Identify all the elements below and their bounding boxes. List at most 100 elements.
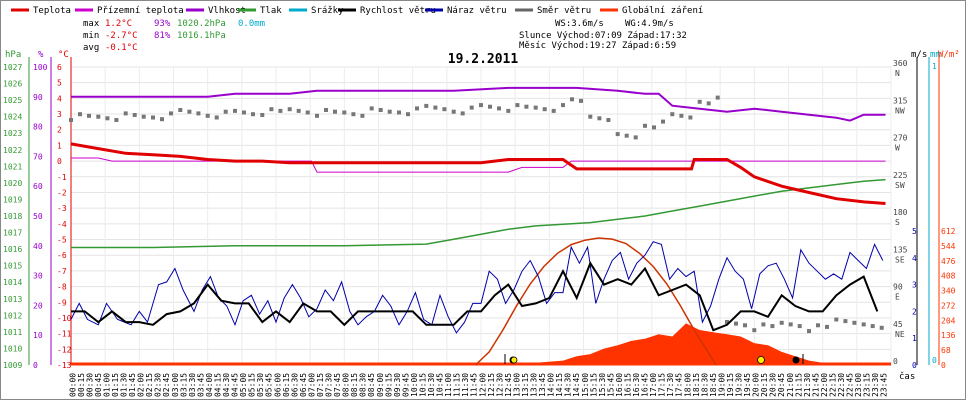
axis-time-tick: 13:30 [530, 373, 539, 397]
series-wind-dir-point [242, 110, 246, 115]
axis-pct-tick: 0 [33, 361, 38, 370]
axis-time-tick: 15:45 [606, 373, 615, 397]
series-wind-dir-point [342, 110, 347, 115]
axis-dir-label: S [895, 218, 900, 227]
axis-dir-label: W [895, 144, 900, 153]
axis-mm-bottom: 0 [932, 356, 937, 365]
axis-time-tick: 21:15 [794, 373, 803, 397]
axis-time-tick: 10:45 [436, 373, 445, 397]
axis-pct-tick: 80 [33, 123, 43, 132]
axis-ms-tick: 5 [912, 227, 917, 236]
axis-time-tick: 17:00 [649, 373, 658, 397]
legend: Teplota Přízemní teplota Vlhkost Tlak Srážky… [11, 6, 703, 16]
series-temperature [70, 142, 886, 205]
axis-ms-tick: 4 [912, 254, 917, 263]
axis-time-tick: 22:00 [820, 373, 829, 397]
series-wind-dir-point [151, 115, 155, 120]
axis-c-tick: -12 [57, 345, 72, 354]
series-wind-dir-point [515, 103, 520, 108]
stat-min-hum: 81% [154, 31, 171, 41]
axis-time-tick: 18:15 [692, 373, 701, 397]
axis-c-tick: 4 [57, 94, 62, 103]
series-wind-dir-point [196, 111, 201, 116]
series-wind-dir-point [315, 113, 319, 118]
axis-time-tick: 02:45 [162, 373, 171, 397]
axis-time-tick: 01:15 [111, 373, 120, 397]
series-wind-dir-point [387, 109, 392, 114]
axis-time-tick: 11:45 [470, 373, 479, 397]
axis-hpa-tick: 1021 [3, 162, 22, 171]
axis-time-tick: 07:15 [316, 373, 325, 397]
series-wind-dir-point [706, 101, 711, 106]
axis-time-tick: 09:00 [376, 373, 385, 397]
axis-hpa-tick: 1010 [3, 344, 22, 353]
axis-c-tick: -9 [57, 298, 67, 307]
axis-c-tick: 3 [57, 110, 62, 119]
series-wind-dir-point [141, 114, 146, 119]
series-wind-dir-point [251, 112, 255, 117]
series-wind-dir-point [78, 112, 82, 117]
sun-set-icon [757, 356, 765, 364]
axis-pct-tick: 100 [33, 63, 48, 72]
series-wind-dir-point [834, 317, 839, 322]
series-wind-dir-point [460, 111, 465, 116]
axis-time-tick: 02:15 [145, 373, 154, 397]
axis-time-tick: 04:45 [231, 373, 240, 397]
series-wind-dir-point [105, 116, 110, 121]
axis-c-tick: 5 [57, 79, 62, 88]
axis-time-tick: 22:30 [837, 373, 846, 397]
axis-time-tick: 03:00 [171, 373, 180, 397]
stat-max-label: max [83, 19, 100, 29]
axis-c-tick: 1 [57, 141, 62, 150]
axis-hpa-tick: 1011 [3, 328, 22, 337]
axis-pct-tick: 20 [33, 301, 43, 310]
axis-time-tick: 00:45 [94, 373, 103, 397]
series-wind-dir-point [825, 324, 829, 329]
series-wind-dir-point [588, 114, 593, 119]
axis-c-tick: -11 [57, 330, 72, 339]
axis-hpa-tick: 1023 [3, 129, 22, 138]
series-wind-dir-point [816, 323, 820, 328]
axis-time-tick: 09:45 [401, 373, 410, 397]
axis-hpa-tick: 1017 [3, 229, 22, 238]
axis-pct-title: % [38, 50, 44, 60]
axis-time-tick: 23:00 [854, 373, 863, 397]
series-wind-dir-point [424, 103, 429, 108]
axis-pct-tick: 10 [33, 331, 43, 340]
axis-time-tick: 04:15 [213, 373, 222, 397]
axis-hpa-tick: 1025 [3, 96, 22, 105]
series-wind-dir-point [561, 103, 565, 108]
axis-time-tick: 20:30 [769, 373, 778, 397]
stat-max-press: 1020.2hPa [177, 19, 226, 29]
axis-wm2-tick: 272 [941, 301, 956, 310]
axis-time-tick: 11:15 [453, 373, 462, 397]
axis-time-tick: 19:30 [735, 373, 744, 397]
axis-c-tick: -13 [57, 361, 72, 370]
axis-time-tick: 11:30 [461, 373, 470, 397]
axis-time-tick: 03:45 [196, 373, 205, 397]
axis-time-tick: 18:30 [700, 373, 709, 397]
axis-time-tick: 10:30 [427, 373, 436, 397]
axis-time-tick: 06:15 [282, 373, 291, 397]
axis-hpa-tick: 1022 [3, 146, 22, 155]
series-wind-dir-point [205, 113, 210, 118]
axis-wm2-tick: 340 [941, 287, 956, 296]
series-wind-dir-point [187, 109, 192, 114]
chart-title: 19.2.2011 [448, 52, 519, 67]
series-ground-temp [71, 157, 886, 173]
axis-time-tick: 21:45 [811, 373, 820, 397]
legend-label: Tlak [260, 6, 282, 16]
series-wind-dir-point [770, 324, 775, 329]
axis-time-tick: 22:15 [828, 373, 837, 397]
axis-time-tick: 03:15 [179, 373, 188, 397]
stat-max-rain: 0.0mm [238, 19, 265, 29]
axis-time-tick: 21:00 [786, 373, 795, 397]
axis-time-tick: 02:00 [137, 373, 146, 397]
series-wind-dir-point [351, 112, 356, 117]
axis-time-tick: 04:30 [222, 373, 231, 397]
series-wind-dir-point [779, 320, 784, 325]
series-wind-dir-point [542, 107, 547, 112]
axis-wm2-title: W/m² [938, 50, 960, 60]
axis-time-tick: 06:30 [290, 373, 299, 397]
